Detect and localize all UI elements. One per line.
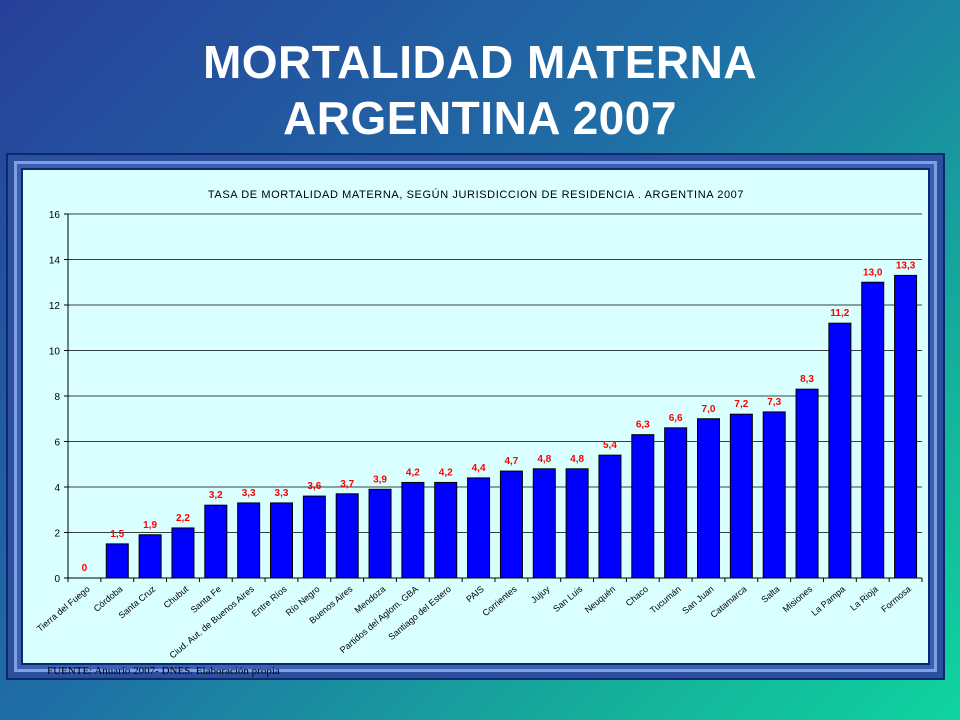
bar-6 bbox=[270, 502, 293, 579]
bar-14 bbox=[532, 468, 556, 579]
data-label-1: 1,5 bbox=[110, 529, 124, 540]
x-tick-label-0: Tierra del Fuego bbox=[35, 584, 92, 634]
bar-22 bbox=[795, 388, 819, 579]
data-label-3: 2,2 bbox=[176, 513, 190, 524]
bar-1 bbox=[105, 543, 129, 579]
bar-11 bbox=[434, 481, 458, 579]
data-label-16: 5,4 bbox=[603, 440, 617, 451]
bar-12 bbox=[467, 477, 491, 579]
y-tick-label: 12 bbox=[49, 301, 61, 312]
gridlines bbox=[68, 213, 922, 533]
bar-15 bbox=[565, 468, 589, 579]
y-tick-label: 14 bbox=[49, 256, 61, 267]
chart-title: TASA DE MORTALIDAD MATERNA, SEGÚN JURISD… bbox=[208, 188, 744, 201]
bar-21 bbox=[762, 411, 786, 579]
data-label-11: 4,2 bbox=[439, 467, 453, 478]
x-tick-label-14: Jujuy bbox=[529, 584, 552, 605]
data-label-10: 4,2 bbox=[406, 467, 420, 478]
x-tick-label-11: Santiago del Estero bbox=[386, 584, 453, 642]
x-tick-label-15: San Luis bbox=[551, 584, 585, 614]
data-label-21: 7,3 bbox=[767, 397, 781, 408]
data-label-15: 4,8 bbox=[570, 454, 584, 465]
x-tick-label-25: Formosa bbox=[879, 584, 913, 614]
bar-25 bbox=[894, 274, 918, 579]
x-tick-label-2: Santa Cruz bbox=[116, 584, 157, 621]
data-label-17: 6,3 bbox=[636, 420, 650, 431]
x-tick-label-17: Chaco bbox=[624, 584, 650, 608]
bar-3 bbox=[171, 527, 195, 579]
bar-10 bbox=[401, 481, 425, 579]
x-tick-label-24: La Rioja bbox=[848, 584, 880, 613]
bar-chart: TASA DE MORTALIDAD MATERNA, SEGÚN JURISD… bbox=[35, 188, 923, 661]
data-label-8: 3,7 bbox=[340, 479, 354, 490]
data-label-22: 8,3 bbox=[800, 374, 814, 385]
slide-title-line2: ARGENTINA 2007 bbox=[283, 92, 677, 144]
bar-23 bbox=[828, 322, 852, 579]
bar-7 bbox=[302, 495, 326, 579]
x-tick-label-23: La Pampa bbox=[809, 584, 847, 618]
bar-2 bbox=[138, 534, 162, 579]
y-tick-label: 10 bbox=[49, 347, 61, 358]
data-labels: 0 1,5 1,9 2,2 3,2 3,3 3,3 3,6 3,7 3,9 4,2 4,2 4,4 4,7… bbox=[82, 260, 916, 574]
x-tick-label-13: Corrientes bbox=[480, 584, 519, 619]
x-tick-label-3: Chubut bbox=[162, 584, 191, 611]
bar-16 bbox=[598, 454, 622, 579]
data-label-25: 13,3 bbox=[896, 260, 916, 271]
bar-18 bbox=[664, 427, 688, 579]
bar-17 bbox=[631, 434, 655, 579]
data-label-14: 4,8 bbox=[537, 454, 551, 465]
data-label-20: 7,2 bbox=[734, 399, 748, 410]
x-tick-label-16: Neuquén bbox=[583, 584, 617, 615]
y-tick-label: 2 bbox=[54, 529, 60, 540]
data-label-4: 3,2 bbox=[209, 490, 223, 501]
bar-5 bbox=[237, 502, 261, 579]
bar-24 bbox=[861, 281, 885, 579]
bars bbox=[105, 274, 918, 579]
y-tick-label: 8 bbox=[54, 392, 60, 403]
bar-19 bbox=[697, 418, 720, 579]
y-tick-label: 6 bbox=[54, 438, 60, 449]
x-tick-label-12: PAIS bbox=[464, 584, 486, 604]
bar-8 bbox=[335, 493, 359, 579]
data-label-7: 3,6 bbox=[307, 481, 321, 492]
data-label-18: 6,6 bbox=[669, 413, 683, 424]
data-label-2: 1,9 bbox=[143, 520, 157, 531]
bar-20 bbox=[729, 413, 753, 579]
slide-title-line1: MORTALIDAD MATERNA bbox=[202, 36, 758, 88]
y-tick-label: 16 bbox=[49, 210, 61, 221]
data-label-12: 4,4 bbox=[472, 463, 486, 474]
slide-title: MORTALIDAD MATERNA ARGENTINA 2007 bbox=[0, 34, 960, 146]
data-label-19: 7,0 bbox=[702, 404, 716, 415]
data-label-13: 4,7 bbox=[504, 456, 518, 467]
data-label-24: 13,0 bbox=[863, 267, 883, 278]
source-note: FUENTE: Anuario 2007- DNES. Elaboración … bbox=[47, 665, 280, 677]
data-label-9: 3,9 bbox=[373, 474, 387, 485]
bar-13 bbox=[499, 470, 523, 579]
data-label-23: 11,2 bbox=[830, 308, 849, 319]
bar-4 bbox=[204, 504, 228, 579]
x-tick-label-18: Tucumán bbox=[648, 584, 683, 616]
bar-9 bbox=[368, 488, 392, 579]
x-tick-label-6: Entre Ríos bbox=[250, 584, 289, 619]
x-tick-label-21: Salta bbox=[759, 584, 781, 605]
data-label-0: 0 bbox=[82, 563, 88, 574]
y-tick-label: 0 bbox=[54, 574, 60, 585]
data-label-5: 3,3 bbox=[242, 488, 256, 499]
y-tick-label: 4 bbox=[54, 483, 60, 494]
data-label-6: 3,3 bbox=[275, 488, 289, 499]
x-tick-label-20: Catamarca bbox=[708, 584, 748, 620]
